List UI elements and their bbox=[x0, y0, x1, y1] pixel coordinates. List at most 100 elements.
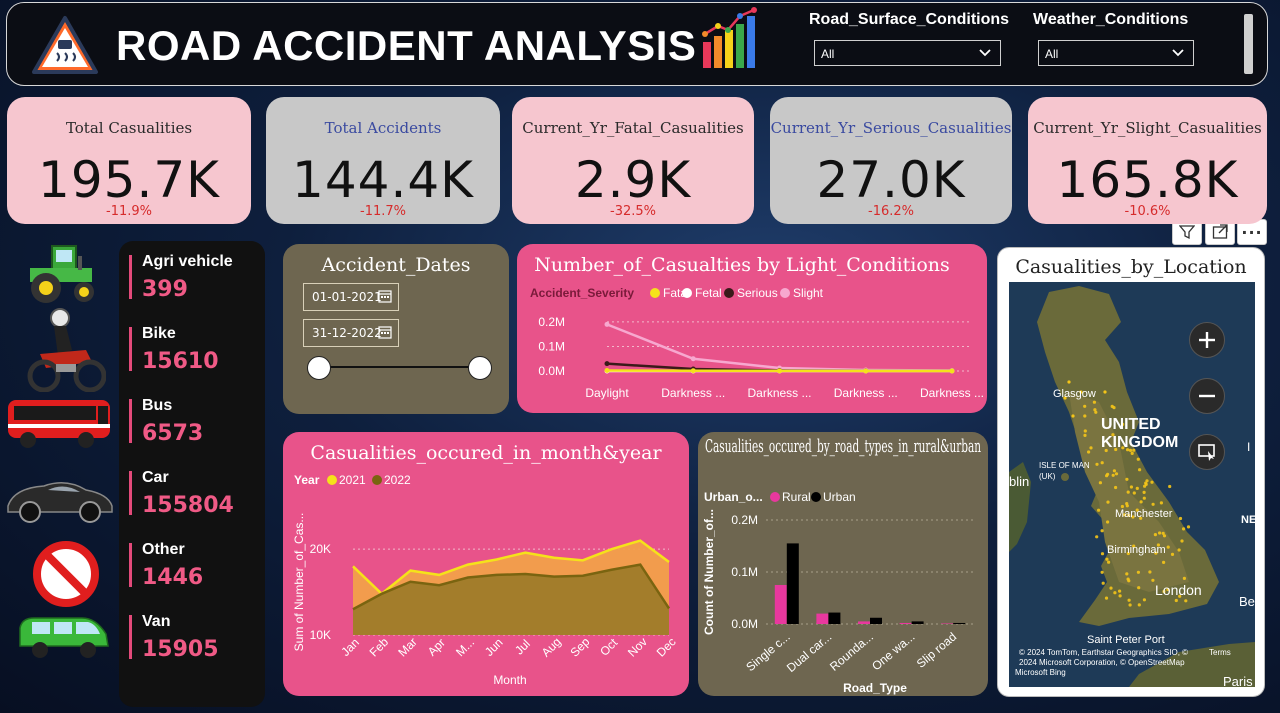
casualty-dot bbox=[1089, 446, 1093, 450]
casualty-dot bbox=[1145, 479, 1149, 483]
x-tick-label: Darkness ... bbox=[747, 386, 811, 400]
map-label-london: London bbox=[1155, 582, 1202, 598]
page-title: ROAD ACCIDENT ANALYSIS bbox=[116, 22, 697, 69]
map-label-manchester: Manchester bbox=[1115, 508, 1173, 520]
road-surface-dropdown[interactable]: All bbox=[814, 40, 1001, 66]
end-date-input[interactable]: 31-12-2022 bbox=[303, 319, 399, 347]
x-tick-label: M... bbox=[453, 635, 477, 659]
kpi-title: Current_Yr_Fatal_Casualities bbox=[522, 119, 744, 137]
bar-chart-growth-icon bbox=[700, 6, 762, 76]
casualty-dot bbox=[1128, 603, 1132, 607]
casualty-dot bbox=[1153, 533, 1157, 537]
tractor-icon bbox=[22, 240, 100, 310]
filter-icon bbox=[1179, 225, 1195, 240]
date-range-start-handle[interactable] bbox=[307, 356, 331, 380]
x-tick-label: Daylight bbox=[585, 386, 629, 400]
map-zoom-in-button[interactable] bbox=[1189, 322, 1225, 358]
casualty-dot bbox=[1112, 406, 1116, 410]
kpi-card: Current_Yr_Slight_Casualities 165.8K -10.6… bbox=[1028, 97, 1267, 224]
data-point bbox=[949, 368, 955, 374]
casualty-dot bbox=[1104, 448, 1108, 453]
no-entry-icon bbox=[32, 540, 100, 612]
y-axis-title: Sum of Number_of_Cas... bbox=[292, 513, 306, 652]
kpi-value: 195.7K bbox=[38, 151, 220, 209]
vehicle-name: Agri vehicle bbox=[142, 253, 233, 270]
casualty-dot bbox=[1136, 570, 1140, 574]
road-warning-sign-icon bbox=[30, 14, 100, 80]
kpi-delta: -32.5% bbox=[610, 204, 656, 219]
x-tick-label: Oct bbox=[597, 635, 621, 659]
data-point bbox=[863, 368, 869, 374]
car-icon bbox=[4, 472, 116, 530]
casualty-dot bbox=[1079, 390, 1083, 394]
y-tick-label: 0.2M bbox=[731, 513, 758, 527]
x-tick-label: Feb bbox=[367, 635, 392, 660]
casualty-dot bbox=[1112, 469, 1116, 473]
map-select-button[interactable] bbox=[1189, 434, 1225, 470]
casualty-dot bbox=[1067, 380, 1071, 384]
accident-dates-title: Accident_Dates bbox=[321, 254, 471, 276]
bar-rural bbox=[858, 621, 870, 624]
series-line-slight bbox=[606, 323, 953, 372]
casualty-dot bbox=[1118, 589, 1122, 593]
casualty-dot bbox=[1071, 414, 1075, 418]
y-tick-label: 20K bbox=[310, 542, 331, 556]
casualty-dot bbox=[1182, 527, 1186, 531]
casualty-dot bbox=[1142, 598, 1146, 602]
start-date-input[interactable]: 01-01-2021 bbox=[303, 283, 399, 311]
weather-dropdown[interactable]: All bbox=[1038, 40, 1194, 66]
casualty-dot bbox=[1121, 446, 1125, 450]
vehicle-casualties-card: Agri vehicle 399 Bike 15610 Bus 6573 Car 155804… bbox=[119, 241, 265, 707]
map-label-glasgow: Glasgow bbox=[1053, 388, 1096, 400]
light-conditions-svg: Number_of_Casualties by Light_Conditions… bbox=[530, 254, 984, 400]
vehicle-accent-bar bbox=[129, 255, 132, 299]
vehicle-name: Other bbox=[142, 541, 185, 558]
minus-icon bbox=[1199, 394, 1215, 398]
vehicle-accent-bar bbox=[129, 471, 132, 515]
casualty-dot bbox=[1094, 410, 1098, 414]
casualty-dot bbox=[1127, 513, 1131, 517]
x-tick-label: Dual car... bbox=[784, 630, 834, 675]
more-options-button[interactable]: ··· bbox=[1237, 219, 1267, 245]
data-point bbox=[777, 368, 782, 374]
x-tick-label: Darkness ... bbox=[661, 386, 725, 400]
kpi-delta: -10.6% bbox=[1124, 204, 1171, 219]
x-tick-label: One wa... bbox=[869, 630, 917, 674]
legend-label: 2022 bbox=[384, 473, 411, 487]
chevron-down-icon bbox=[978, 45, 992, 62]
casualty-dot bbox=[1177, 548, 1181, 552]
x-tick-label: Jan bbox=[338, 635, 362, 659]
casualty-dot bbox=[1142, 490, 1146, 494]
weather-filter-label: Weather_Conditions bbox=[1033, 11, 1189, 28]
light-conditions-chart: Number_of_Casualties by Light_Conditions… bbox=[517, 244, 987, 413]
map-zoom-out-button[interactable] bbox=[1189, 378, 1225, 414]
casualty-dot bbox=[1161, 531, 1165, 535]
casualty-dot bbox=[1105, 557, 1109, 561]
x-tick-label: Jun bbox=[482, 635, 506, 659]
map-label-i: I bbox=[1247, 440, 1251, 454]
kpi-delta: -11.7% bbox=[360, 204, 406, 219]
casualty-dot bbox=[1135, 508, 1139, 512]
kpi-card: Current_Yr_Serious_Casualities 27.0K -16.2… bbox=[770, 97, 1012, 224]
casualty-dot bbox=[1166, 587, 1170, 592]
map-canvas[interactable]: Glasgow UNITED KINGDOM ISLE OF MAN (UK) … bbox=[1009, 282, 1255, 687]
plus-icon bbox=[1199, 332, 1215, 348]
kpi-card: Total Casualities 195.7K -11.9% bbox=[7, 97, 251, 224]
casualty-dot bbox=[1178, 594, 1182, 598]
casualty-dot bbox=[1118, 594, 1122, 598]
weather-dropdown-value: All bbox=[1045, 47, 1059, 61]
casualty-dot bbox=[1148, 570, 1152, 574]
casualty-dot bbox=[1139, 500, 1143, 504]
vehicle-name: Bike bbox=[142, 325, 176, 342]
vehicle-count: 1446 bbox=[142, 565, 204, 590]
casualty-dot bbox=[1126, 490, 1130, 494]
header-scrollbar[interactable] bbox=[1244, 14, 1253, 74]
series-line-2022 bbox=[352, 563, 671, 611]
bar-rural bbox=[899, 622, 912, 624]
map-label-isle-of-man: ISLE OF MAN (UK) bbox=[1039, 461, 1090, 481]
map-terms-link[interactable]: Terms bbox=[1209, 648, 1231, 657]
legend-label: 2021 bbox=[339, 473, 366, 487]
date-range-end-handle[interactable] bbox=[468, 356, 492, 380]
end-date-value: 31-12-2022 bbox=[312, 326, 382, 340]
casualty-dot bbox=[1137, 586, 1141, 590]
